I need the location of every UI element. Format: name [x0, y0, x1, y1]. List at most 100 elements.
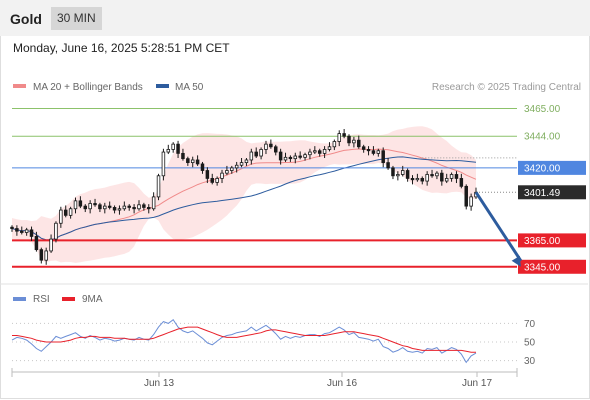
candle-body [303, 154, 307, 158]
candle-body [449, 174, 454, 179]
candle-body [78, 200, 83, 207]
candle-body [347, 135, 351, 144]
legend-label-rsi: RSI [33, 294, 50, 305]
level-tag-3401.49 [518, 185, 586, 200]
candle-body [269, 143, 273, 148]
candle-body [459, 178, 464, 187]
candle-body [190, 159, 195, 164]
candle-body [220, 172, 224, 179]
legend-swatch-ma50 [156, 84, 169, 88]
candle-body [107, 205, 112, 208]
ma50-line [11, 156, 477, 241]
x-tick-Jun-16: Jun 16 [327, 378, 357, 389]
candle-body [361, 146, 366, 150]
candle-body [132, 207, 136, 210]
instrument-title: Gold [10, 11, 42, 27]
candle-body [278, 151, 283, 161]
candle-body [142, 204, 146, 208]
candle-body [308, 151, 312, 156]
level-label-3465.00: 3465.00 [524, 104, 561, 115]
legend-swatch-rsi [13, 297, 26, 301]
x-tick-Jun-17: Jun 17 [462, 378, 492, 389]
candle-body [10, 226, 14, 229]
candle-body [205, 170, 210, 179]
candle-body [425, 174, 429, 182]
candle-body [264, 143, 268, 150]
watermark: Research © 2025 Trading Central [432, 82, 581, 93]
candle-body [63, 209, 68, 216]
candle-body [93, 203, 97, 206]
candle-body [122, 205, 127, 210]
candle-body [420, 178, 425, 182]
candle-body [317, 150, 322, 154]
candle-body [68, 208, 73, 216]
candle-body [342, 133, 346, 137]
candle-body [454, 174, 459, 179]
level-tag-3345.00 [518, 259, 586, 274]
candle-body [430, 174, 434, 177]
rsi-series-9ma [12, 326, 476, 353]
candle-body [274, 146, 278, 153]
candle-body [435, 172, 439, 177]
candle-body [210, 178, 214, 183]
candle-body [352, 139, 356, 144]
candle-body [98, 204, 102, 210]
level-label-3345.00: 3345.00 [524, 262, 561, 273]
candle-body [15, 228, 19, 232]
rsi-series-rsi [11, 318, 477, 364]
candle-body [357, 139, 361, 148]
level-tag-3420.00 [518, 160, 586, 175]
legend-label-9ma: 9MA [82, 294, 103, 305]
candle-body [381, 150, 385, 164]
candle-body [298, 155, 302, 158]
candle-body [44, 250, 48, 261]
candle-body [327, 146, 332, 150]
candle-body [49, 238, 53, 252]
candle-body [288, 156, 293, 160]
level-label-3420.00: 3420.00 [524, 163, 561, 174]
x-tick-Jun-13: Jun 13 [144, 378, 174, 389]
candle-body [20, 230, 24, 233]
candle-body [259, 149, 263, 157]
candle-body [54, 222, 58, 240]
candle-body [366, 149, 371, 152]
candle-body [83, 205, 88, 210]
candle-body [244, 159, 249, 164]
rsi-tick-50: 50 [524, 338, 536, 349]
candle-body [386, 162, 390, 169]
candle-body [161, 151, 166, 177]
candle-body [239, 162, 244, 166]
candle-body [215, 178, 219, 183]
candle-body [376, 150, 381, 154]
candle-body [59, 209, 63, 224]
candle-body [195, 159, 200, 165]
projection-arrow-shaft [474, 191, 523, 262]
candle-body [112, 207, 117, 211]
candle-body [127, 205, 131, 208]
level-label-3401.49: 3401.49 [524, 188, 561, 199]
legend-swatch-9ma [62, 297, 75, 301]
candle-body [371, 150, 376, 154]
candle-body [293, 155, 298, 160]
legend-swatch-ma20 [13, 84, 26, 88]
candle-body [405, 170, 410, 179]
projection-arrow-head [511, 255, 521, 267]
candle-body [156, 175, 161, 198]
candle-body [103, 205, 107, 210]
candle-body [391, 167, 395, 177]
candle-body [88, 203, 92, 210]
candle-body [322, 149, 327, 154]
candle-body [39, 249, 44, 261]
candle-body [254, 151, 258, 157]
level-tag-3365.00 [518, 233, 586, 248]
timeframe-button[interactable]: 30 MIN [51, 7, 102, 30]
candle-body [34, 236, 39, 251]
candle-body [186, 158, 190, 164]
candle-body [147, 207, 151, 210]
candle-body [181, 152, 185, 160]
candle-body [137, 204, 141, 210]
candle-body [337, 133, 341, 142]
level-label-3365.00: 3365.00 [524, 236, 561, 247]
level-label-3444.00: 3444.00 [524, 132, 561, 143]
